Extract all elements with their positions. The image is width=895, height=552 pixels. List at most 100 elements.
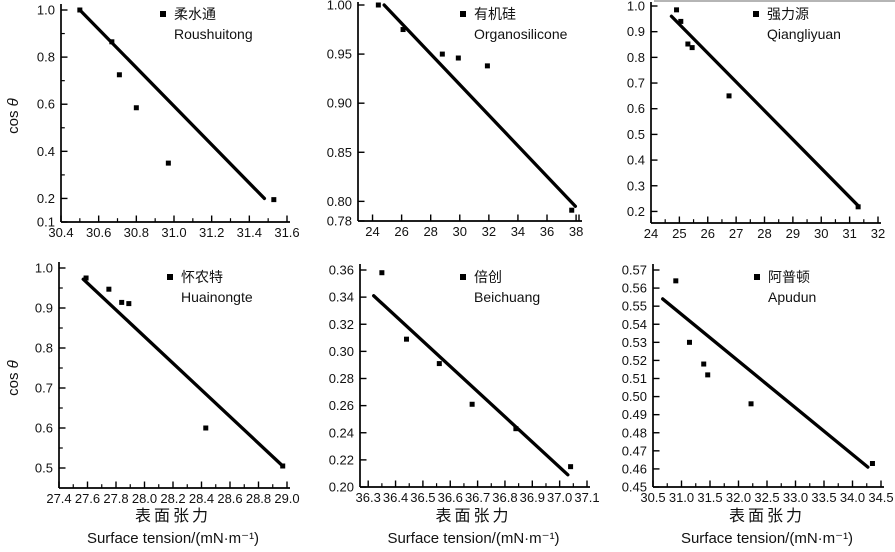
x-tick-label: 26 [394,224,408,239]
top-edge-artifact-line [654,0,895,2]
x-tick-label: 24 [365,224,379,239]
data-point [469,401,475,407]
y-tick-label: 0.26 [329,398,354,413]
legend-label-pinyin: Apudun [768,289,816,305]
legend-marker-icon [753,11,759,17]
x-tick-label: 36.5 [410,490,435,505]
data-point [869,460,875,466]
y-tick-label: 0.5 [35,461,53,476]
x-tick-label: 28.4 [189,491,214,506]
x-tick-label: 34 [511,224,525,239]
legend-label-pinyin: Beichuang [474,289,540,305]
x-tick-label: 31 [842,226,856,241]
legend-label-cn: 柔水通 [174,6,216,22]
data-points [673,278,875,466]
y-tick-label: 0.49 [622,407,647,422]
y-tick-label: 0.24 [329,425,354,440]
x-axis-title-en: Surface tension/(mN·m⁻¹) [681,530,853,547]
y-tick-label: 0.95 [327,47,352,62]
y-tick-label: 0.53 [622,335,647,350]
y-tick-label: 0.51 [622,371,647,386]
x-tick-label: 31.5 [697,490,722,505]
y-tick-label: 0.6 [35,421,53,436]
x-tick-label: 28.0 [132,491,157,506]
scatter-plot-organosilicone: 24 26 28 30 32 34 36 38 0.78 0.80 0.85 0.90 0.95 1.00… [327,0,584,239]
y-tick-label: 0.57 [622,263,647,278]
data-point [375,2,381,8]
y-tick-label: 0.55 [622,299,647,314]
scatter-plot-roushuitong: 30.4 30.6 30.8 31.0 31.2 31.4 31.6 0.1 0.2 0.4 0.6… [5,3,300,241]
y-tick-label: 0.7 [35,381,53,396]
x-tick-label: 28.2 [160,491,185,506]
y-tick-label: 0.36 [329,263,354,278]
data-point [133,105,139,111]
data-point [705,372,711,378]
data-point [484,63,490,69]
legend-label-cn: 倍创 [474,269,502,285]
y-tick-label: 0.8 [35,341,53,356]
x-tick-label: 27.4 [46,491,71,506]
x-tick-label: 27.6 [75,491,100,506]
data-point [116,72,122,78]
y-axis-ticks: 0.1 0.2 0.4 0.6 0.8 1.0 [37,3,68,230]
y-tick-label: 0.28 [329,371,354,386]
x-tick-label: 37.0 [547,490,572,505]
y-tick-label: 0.30 [329,344,354,359]
data-points [674,7,861,210]
x-tick-label: 34.5 [868,490,893,505]
y-tick-label: 0.78 [327,214,352,229]
y-tick-label: 0.7 [627,76,645,91]
x-axis-ticks: 27.4 27.6 27.8 28.0 28.2 28.4 28.6 28.8 29.0 [46,481,300,506]
x-axis-ticks: 30.4 30.6 30.8 31.0 31.2 31.4 31.6 [48,215,300,240]
y-axis-ticks: 0.45 0.46 0.47 0.48 0.49 0.50 0.51 0.52 0.53 0.54… [622,263,660,495]
data-point [674,7,680,13]
x-tick-label: 36.8 [492,490,517,505]
scatter-plot-beichuang: 36.3 36.4 36.5 36.6 36.7 36.8 36.9 37.0 37.10.20… [329,263,600,548]
data-point [513,426,519,432]
x-tick-label: 30.6 [86,225,111,240]
y-tick-label: 1.0 [627,0,645,14]
y-tick-label: 0.2 [627,204,645,219]
y-tick-label: 0.5 [627,127,645,142]
data-point [855,204,861,210]
x-tick-label: 34.0 [840,490,865,505]
x-axis-title-cn: 表面张力 [135,507,211,525]
y-tick-label: 0.45 [622,480,647,495]
data-point [455,55,461,61]
x-tick-label: 27.8 [103,491,128,506]
y-tick-label: 0.46 [622,461,647,476]
legend-qiangliyuan: 强力源 Qiangliyuan [753,6,841,42]
x-tick-label: 32 [482,224,496,239]
y-tick-label: 0.90 [327,96,352,111]
legend-label-pinyin: Huainongte [181,289,253,305]
x-tick-label: 36.7 [465,490,490,505]
x-tick-label: 25 [672,226,686,241]
x-tick-label: 31.6 [274,225,299,240]
panel-apudun: 30.5 31.0 31.5 32.0 32.5 33.0 33.5 34.0 34.5 0.45… [600,255,895,552]
y-tick-label: 0.22 [329,452,354,467]
data-point [748,401,754,407]
data-point [83,275,89,281]
legend-beichuang: 倍创 Beichuang [460,269,540,305]
x-tick-label: 32 [871,226,885,241]
x-axis-title-cn: 表面张力 [729,507,805,525]
axes [652,264,884,488]
x-tick-label: 33.5 [811,490,836,505]
y-tick-label: 0.9 [627,24,645,39]
x-tick-label: 36.9 [520,490,545,505]
data-point [689,45,695,51]
x-tick-label: 36.4 [383,490,408,505]
x-tick-label: 31.4 [237,225,262,240]
y-tick-label: 0.50 [622,389,647,404]
y-tick-label: 0.6 [37,97,55,112]
legend-label-cn: 强力源 [767,6,809,22]
y-tick-label: 1.0 [37,3,55,18]
data-point [673,278,679,284]
y-axis-title: cos θ [5,98,22,134]
legend-marker-icon [160,11,166,17]
x-tick-label: 30 [814,226,828,241]
data-point [109,39,115,45]
x-tick-label: 29 [786,226,800,241]
y-tick-label: 0.6 [627,101,645,116]
